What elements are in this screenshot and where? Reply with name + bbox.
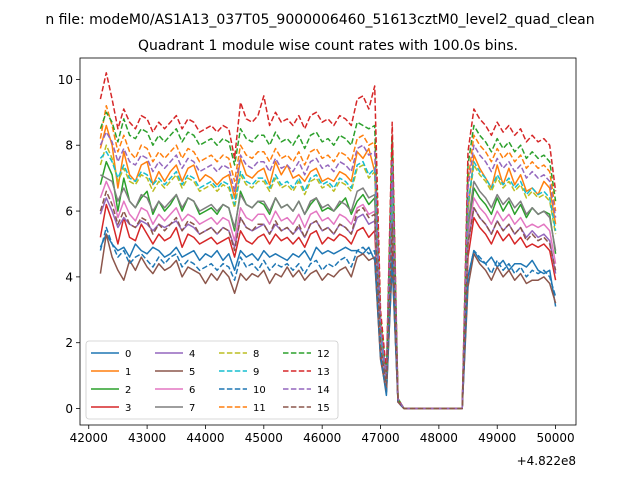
x-tick-label: 49000	[478, 431, 516, 445]
x-tick-label: 48000	[420, 431, 458, 445]
series-line-0	[99, 233, 557, 410]
series-line-11	[99, 104, 557, 410]
x-tick-label: 43000	[128, 431, 166, 445]
legend-label-7: 7	[189, 403, 195, 414]
legend-label-15: 15	[317, 403, 330, 414]
x-tick-label: 42000	[70, 431, 108, 445]
y-tick-label: 10	[58, 73, 73, 87]
legend-label-1: 1	[125, 367, 131, 378]
legend-label-2: 2	[125, 385, 131, 396]
x-tick-label: 47000	[361, 431, 399, 445]
x-tick-label: 45000	[245, 431, 283, 445]
legend-label-9: 9	[253, 367, 259, 378]
x-tick-label: 50000	[536, 431, 574, 445]
series-line-14	[99, 131, 557, 410]
series-line-12	[99, 111, 557, 410]
legend-label-11: 11	[253, 403, 266, 414]
series-line-5	[99, 233, 557, 410]
chart-title: Quadrant 1 module wise count rates with …	[138, 38, 518, 54]
y-axis-ticks: 0 2 4 6 8 10	[58, 73, 80, 416]
series-line-15	[99, 190, 557, 410]
series-line-3	[99, 203, 557, 410]
legend-label-5: 5	[189, 367, 195, 378]
x-axis-offset-label: +4.822e8	[517, 454, 576, 468]
y-tick-label: 2	[65, 336, 73, 350]
series-line-9	[99, 151, 557, 410]
x-tick-label: 46000	[303, 431, 341, 445]
plot-lines	[99, 72, 557, 410]
legend-label-12: 12	[317, 349, 330, 360]
series-line-6	[99, 180, 557, 410]
y-tick-label: 8	[65, 139, 73, 153]
legend-label-14: 14	[317, 385, 330, 396]
legend-label-0: 0	[125, 349, 131, 360]
series-line-13	[99, 72, 557, 410]
y-tick-label: 0	[65, 402, 73, 416]
legend-label-10: 10	[253, 385, 266, 396]
plot-frame	[79, 57, 577, 426]
legend-label-6: 6	[189, 385, 195, 396]
y-tick-label: 4	[65, 270, 73, 284]
x-axis-ticks: 42000 43000 44000 45000 46000 47000 48000 49000…	[70, 425, 575, 445]
series-line-8	[99, 144, 557, 410]
series-line-7	[100, 174, 557, 410]
series-line-1	[99, 124, 557, 410]
legend-label-8: 8	[253, 349, 259, 360]
legend-box	[85, 340, 339, 420]
series-line-10	[99, 226, 557, 410]
x-tick-label: 44000	[186, 431, 224, 445]
legend-label-13: 13	[317, 367, 330, 378]
legend-label-4: 4	[189, 349, 195, 360]
figure-suptitle: n file: modeM0/AS1A13_037T05_9000006460_…	[45, 12, 594, 28]
legend-label-3: 3	[125, 403, 131, 414]
y-tick-label: 6	[65, 205, 73, 219]
